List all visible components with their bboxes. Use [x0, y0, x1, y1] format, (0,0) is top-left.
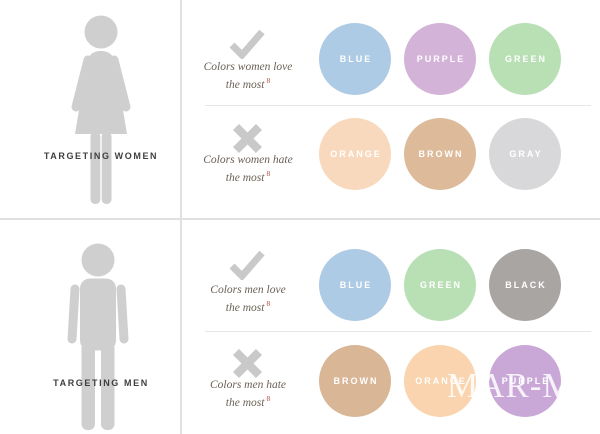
color-circle-label: BLUE	[339, 280, 373, 290]
watermark-text: MAR-MIC.CO	[447, 366, 600, 405]
color-circle-label: GREEN	[419, 280, 462, 290]
caption-line2: the most	[225, 301, 265, 314]
caption-line1: Colors women hate	[203, 154, 293, 166]
color-circle: GREEN	[404, 249, 476, 321]
footnote-marker: 8	[266, 169, 271, 178]
caption-line1: Colors men hate	[209, 379, 287, 391]
color-circle: BROWN	[404, 118, 476, 190]
horizontal-section-divider	[0, 218, 600, 220]
caption-women-love: Colors women love the most 8	[183, 60, 313, 92]
circle-row-men-hate: BROWN ORANGE PURPLE	[319, 345, 561, 417]
women-row-divider	[205, 105, 591, 106]
footnote-marker: 8	[266, 76, 271, 85]
male-silhouette-icon	[67, 243, 129, 430]
color-circle: BLUE	[319, 23, 391, 95]
caption-line2: the most	[225, 171, 265, 184]
targeting-women-label: TARGETING WOMEN	[43, 151, 159, 161]
caption-line2: the most	[225, 78, 265, 91]
color-circle-label: GREEN	[504, 54, 547, 64]
caption-women-hate: Colors women hate the most 8	[183, 153, 313, 185]
color-circle: GREEN	[489, 23, 561, 95]
color-circle-label: BLUE	[339, 54, 373, 64]
color-circle-label: PURPLE	[416, 54, 466, 64]
x-icon	[232, 348, 263, 379]
caption-men-love: Colors men love the most 8	[183, 283, 313, 315]
caption-line2: the most	[225, 396, 265, 409]
targeting-men-label: TARGETING MEN	[53, 378, 149, 388]
color-circle-label: BROWN	[333, 376, 379, 386]
vertical-divider	[180, 0, 182, 434]
color-circle-label: ORANGE	[330, 149, 382, 159]
check-icon	[229, 250, 265, 280]
men-row-divider	[205, 331, 591, 332]
color-circle-label: ORANGE	[415, 376, 467, 386]
caption-line1: Colors men love	[210, 284, 286, 296]
check-icon	[229, 29, 265, 59]
color-circle: BROWN	[319, 345, 391, 417]
color-circle: ORANGE	[404, 345, 476, 417]
footnote-marker: 8	[266, 299, 271, 308]
color-circle-label: BROWN	[418, 149, 464, 159]
circle-row-women-hate: ORANGE BROWN GRAY	[319, 118, 561, 190]
color-circle: PURPLE	[404, 23, 476, 95]
color-circle: ORANGE	[319, 118, 391, 190]
color-circle-label: PURPLE	[501, 376, 551, 386]
x-icon	[232, 123, 263, 154]
color-circle: GRAY	[489, 118, 561, 190]
color-circle-label: GRAY	[509, 149, 543, 159]
color-circle: BLACK	[489, 249, 561, 321]
footnote-marker: 8	[266, 394, 271, 403]
color-circle: PURPLE	[489, 345, 561, 417]
circle-row-men-love: BLUE GREEN BLACK	[319, 249, 561, 321]
female-silhouette-icon	[71, 15, 131, 204]
circle-row-women-love: BLUE PURPLE GREEN	[319, 23, 561, 95]
color-circle: BLUE	[319, 249, 391, 321]
caption-men-hate: Colors men hate the most 8	[183, 378, 313, 410]
caption-line1: Colors women love	[203, 61, 293, 73]
color-circle-label: BLACK	[505, 280, 547, 290]
